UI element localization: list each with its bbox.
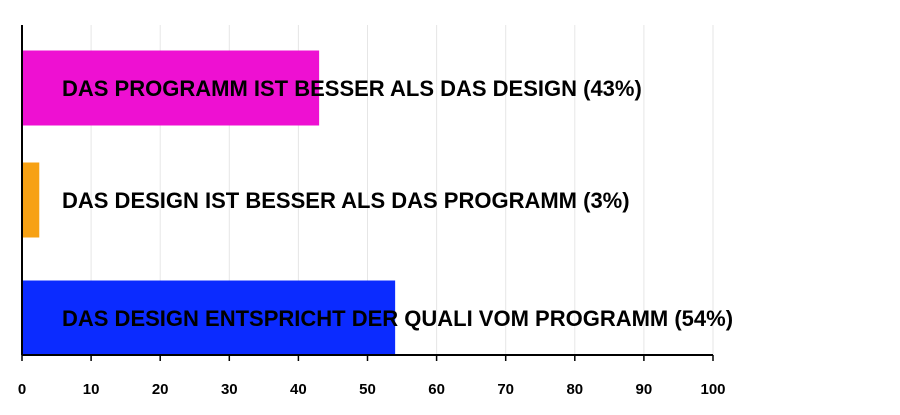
- bar-label: DAS PROGRAMM IST BESSER ALS DAS DESIGN (…: [62, 76, 642, 101]
- x-tick-label: 20: [152, 381, 169, 398]
- bar-label: DAS DESIGN ENTSPRICHT DER QUALI VOM PROG…: [62, 306, 733, 331]
- x-tick-label: 70: [497, 381, 514, 398]
- x-tick-label: 40: [290, 381, 307, 398]
- x-tick-label: 10: [83, 381, 100, 398]
- bar-label: DAS DESIGN IST BESSER ALS DAS PROGRAMM (…: [62, 188, 630, 213]
- bar: [22, 50, 320, 126]
- x-tick-label: 80: [566, 381, 583, 398]
- x-tick-label: 30: [221, 381, 238, 398]
- x-tick-label: 0: [18, 381, 26, 398]
- x-tick-label: 100: [700, 381, 725, 398]
- x-tick-label: 90: [636, 381, 653, 398]
- bar: [22, 280, 396, 356]
- x-tick-label: 50: [359, 381, 376, 398]
- x-tick-label: 60: [428, 381, 445, 398]
- bar: [22, 162, 40, 238]
